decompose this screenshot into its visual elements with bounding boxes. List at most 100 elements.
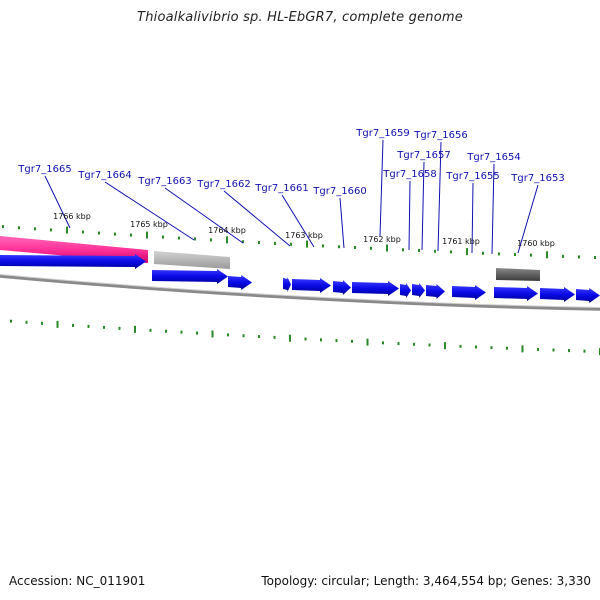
tick-mark bbox=[2, 225, 4, 229]
gene-arrow[interactable] bbox=[0, 254, 146, 269]
tick-mark bbox=[562, 254, 564, 258]
gene-arrow[interactable] bbox=[452, 285, 486, 300]
tick-mark bbox=[211, 330, 214, 338]
gene-label[interactable]: Tgr7_1654 bbox=[466, 152, 520, 163]
tick-mark bbox=[304, 337, 307, 341]
kbp-label: 1765 kbp bbox=[130, 220, 168, 229]
tick-mark bbox=[413, 342, 415, 346]
tick-mark bbox=[466, 248, 468, 256]
tick-mark bbox=[289, 334, 291, 342]
dark-feature[interactable] bbox=[496, 268, 540, 281]
tick-mark bbox=[34, 227, 36, 231]
tick-mark bbox=[514, 253, 516, 257]
tick-mark bbox=[366, 338, 369, 346]
tick-mark bbox=[338, 245, 340, 249]
tick-mark bbox=[306, 240, 308, 248]
gene-label[interactable]: Tgr7_1660 bbox=[312, 186, 366, 197]
tick-mark bbox=[546, 251, 548, 259]
tick-mark bbox=[322, 244, 324, 248]
tick-mark bbox=[178, 236, 180, 240]
kbp-label: 1763 kbp bbox=[285, 231, 323, 240]
tick-mark bbox=[56, 320, 59, 328]
genome-summary-text: Topology: circular; Length: 3,464,554 bp… bbox=[261, 574, 591, 588]
tick-mark bbox=[18, 226, 20, 230]
tick-mark bbox=[290, 242, 292, 246]
tick-mark bbox=[382, 341, 384, 345]
gene-label[interactable]: Tgr7_1665 bbox=[17, 164, 71, 175]
leader-line bbox=[104, 181, 195, 241]
tick-mark bbox=[274, 241, 276, 245]
gene-arrow[interactable] bbox=[292, 278, 331, 293]
genome-backbone-highlight bbox=[0, 274, 600, 308]
gene-arrow[interactable] bbox=[540, 287, 575, 302]
gene-arrow[interactable] bbox=[426, 284, 445, 299]
tick-mark bbox=[118, 326, 121, 330]
tick-mark bbox=[130, 233, 132, 237]
tick-mark bbox=[459, 344, 462, 348]
tick-mark bbox=[370, 246, 372, 250]
tick-mark bbox=[444, 342, 446, 350]
tick-mark bbox=[41, 321, 43, 325]
kbp-label: 1764 kbp bbox=[208, 226, 246, 235]
tick-mark bbox=[594, 255, 596, 259]
gene-arrow[interactable] bbox=[152, 269, 228, 284]
tick-mark bbox=[50, 228, 52, 232]
tick-mark bbox=[226, 236, 228, 244]
gene-arrow[interactable] bbox=[333, 280, 351, 295]
accession-text: Accession: NC_011901 bbox=[9, 574, 146, 588]
gene-label[interactable]: Tgr7_1656 bbox=[413, 130, 467, 141]
leader-line bbox=[164, 187, 244, 244]
tick-mark bbox=[25, 320, 28, 324]
gene-label[interactable]: Tgr7_1661 bbox=[254, 183, 308, 194]
tick-mark bbox=[434, 249, 436, 253]
tick-mark bbox=[521, 345, 524, 353]
tick-mark bbox=[87, 324, 90, 328]
gene-arrow[interactable] bbox=[412, 283, 425, 298]
leader-line bbox=[281, 194, 315, 248]
gene-label[interactable]: Tgr7_1657 bbox=[396, 150, 450, 161]
tick-mark bbox=[335, 339, 338, 343]
tick-mark bbox=[351, 339, 353, 343]
leader-line bbox=[379, 139, 384, 237]
gene-label-group: Tgr7_1665 Tgr7_1664 Tgr7_1663 Tgr7_1662 Tgr7… bbox=[17, 128, 564, 197]
gene-arrow[interactable] bbox=[228, 275, 252, 290]
map-title: Thioalkalivibrio sp. HL-EbGR7, complete … bbox=[137, 10, 463, 25]
tick-mark bbox=[490, 346, 493, 350]
gene-arrow[interactable] bbox=[400, 283, 411, 298]
gene-arrow[interactable] bbox=[494, 286, 538, 301]
gene-label[interactable]: Tgr7_1664 bbox=[77, 170, 131, 181]
leader-line bbox=[339, 197, 345, 249]
tick-mark bbox=[428, 343, 431, 347]
gene-label[interactable]: Tgr7_1662 bbox=[196, 179, 250, 190]
tick-mark bbox=[98, 231, 100, 235]
tick-mark bbox=[82, 230, 84, 234]
tick-mark bbox=[72, 323, 74, 327]
kbp-label: 1766 kbp bbox=[53, 212, 91, 221]
gene-label[interactable]: Tgr7_1653 bbox=[510, 173, 564, 184]
tick-mark bbox=[210, 238, 212, 242]
leader-line bbox=[471, 182, 474, 254]
gene-label[interactable]: Tgr7_1663 bbox=[137, 176, 191, 187]
gene-label[interactable]: Tgr7_1655 bbox=[445, 171, 499, 182]
tick-mark bbox=[402, 248, 404, 252]
tick-mark bbox=[162, 235, 164, 239]
leader-line bbox=[437, 141, 442, 252]
gene-arrow[interactable] bbox=[283, 277, 291, 292]
tick-mark bbox=[506, 346, 508, 350]
tick-mark bbox=[10, 319, 12, 323]
tick-mark bbox=[418, 249, 420, 253]
tick-mark bbox=[320, 338, 322, 342]
tick-mark bbox=[149, 328, 152, 332]
gene-arrow[interactable] bbox=[576, 288, 600, 303]
gray-feature[interactable] bbox=[154, 251, 230, 269]
gene-arrow[interactable] bbox=[352, 281, 399, 296]
gene-label[interactable]: Tgr7_1658 bbox=[382, 169, 436, 180]
kbp-label-group: 1766 kbp 1765 kbp 1764 kbp 1763 kbp 1762 kbp… bbox=[53, 212, 555, 248]
tick-mark bbox=[537, 347, 539, 351]
tick-mark bbox=[273, 335, 276, 339]
tick-mark bbox=[397, 342, 400, 346]
genome-backbone bbox=[0, 274, 600, 311]
gene-label[interactable]: Tgr7_1659 bbox=[355, 128, 409, 139]
tick-mark bbox=[114, 232, 116, 236]
tick-mark bbox=[482, 251, 484, 255]
